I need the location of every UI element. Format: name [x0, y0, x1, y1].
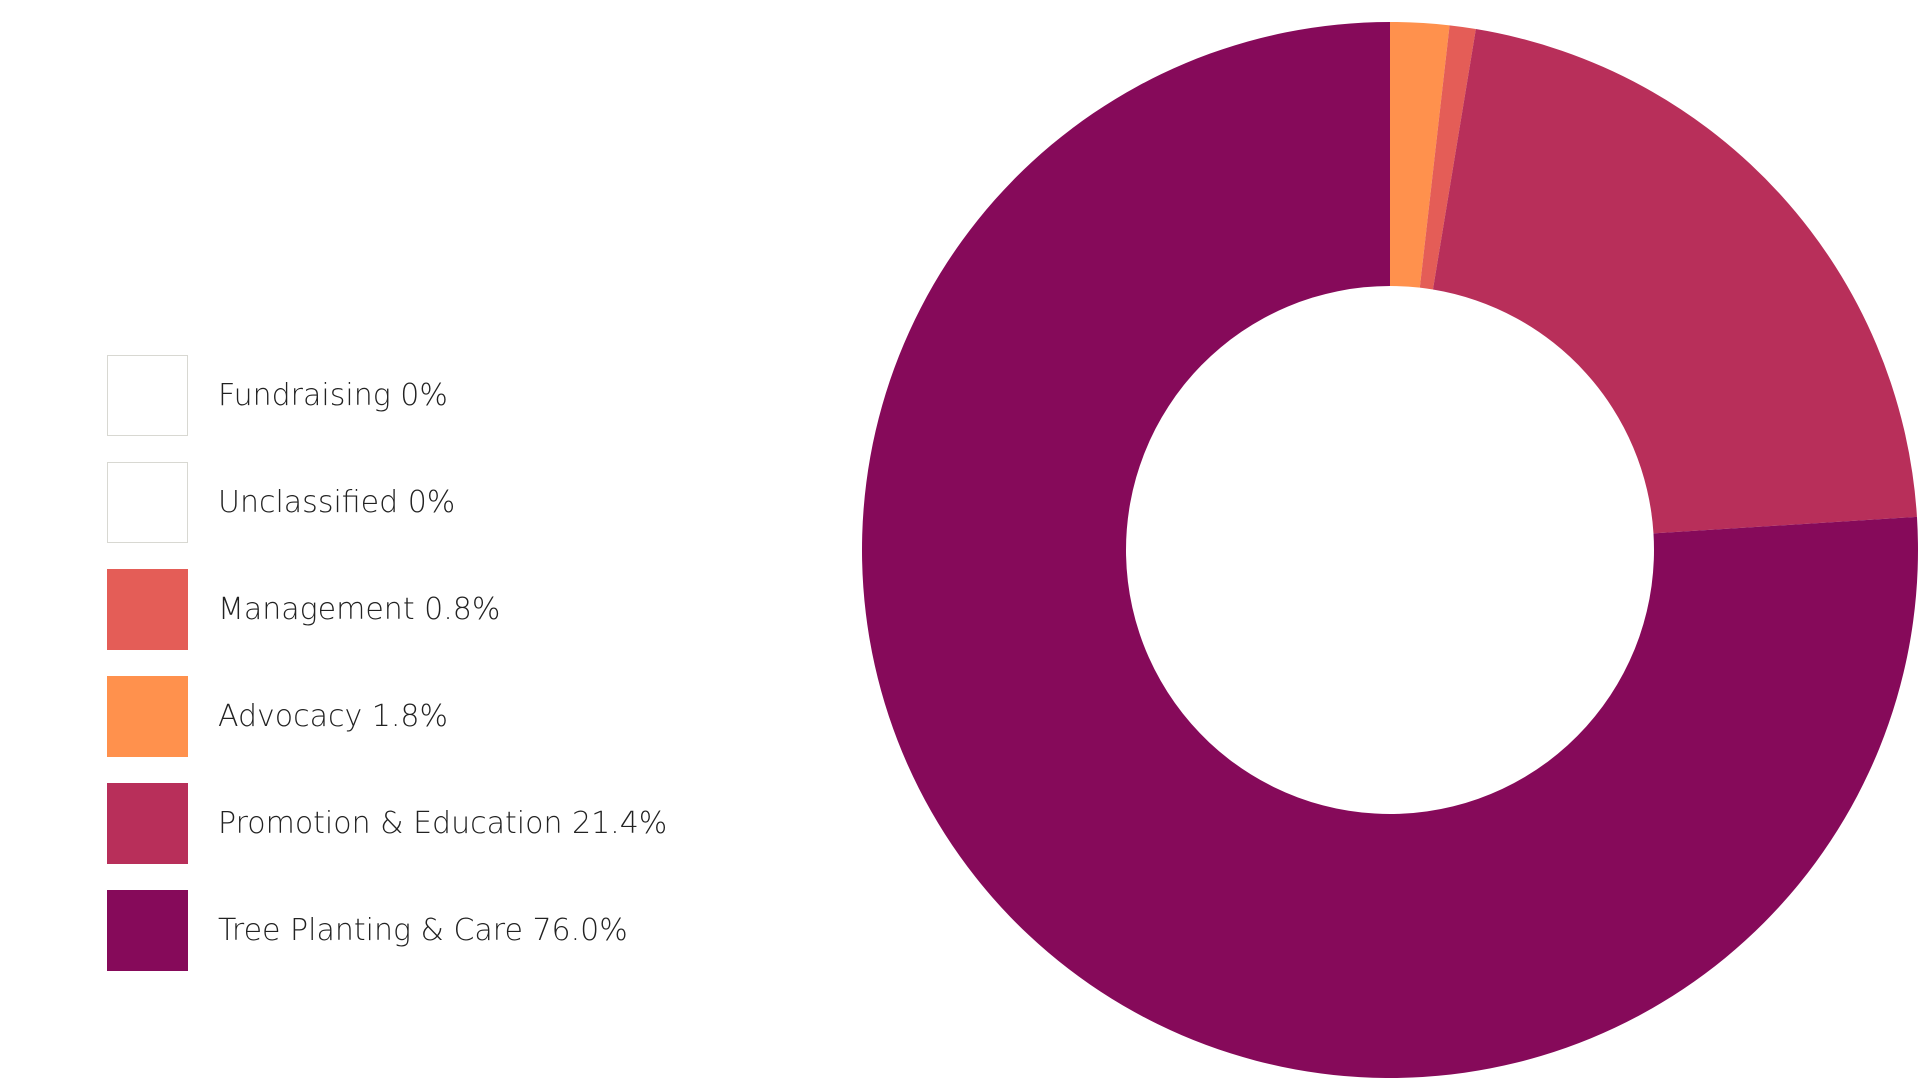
legend-swatch-management — [107, 569, 188, 650]
legend-swatch-fundraising — [107, 355, 188, 436]
legend-item-management: Management 0.8% — [107, 569, 500, 650]
legend-swatch-unclassified — [107, 462, 188, 543]
legend-label-management: Management 0.8% — [218, 592, 501, 627]
slice-management — [1419, 25, 1476, 290]
legend-item-fundraising: Fundraising 0% — [107, 355, 448, 436]
legend-label-unclassified: Unclassified 0% — [218, 485, 456, 520]
slice-tree-planting-care — [862, 22, 1918, 1078]
slice-advocacy — [1390, 22, 1450, 288]
legend-swatch-promotion-education — [107, 783, 188, 864]
legend-item-advocacy: Advocacy 1.8% — [107, 676, 448, 757]
legend-item-tree-planting-care: Tree Planting & Care 76.0% — [107, 890, 628, 971]
legend-label-promotion-education: Promotion & Education 21.4% — [218, 806, 668, 841]
legend-swatch-advocacy — [107, 676, 188, 757]
slice-promotion-education — [1432, 29, 1917, 534]
legend-label-tree-planting-care: Tree Planting & Care 76.0% — [218, 913, 628, 948]
legend-label-fundraising: Fundraising 0% — [218, 378, 448, 413]
legend-item-promotion-education: Promotion & Education 21.4% — [107, 783, 667, 864]
legend-label-advocacy: Advocacy 1.8% — [218, 699, 449, 734]
legend-swatch-tree-planting-care — [107, 890, 188, 971]
legend-item-unclassified: Unclassified 0% — [107, 462, 455, 543]
